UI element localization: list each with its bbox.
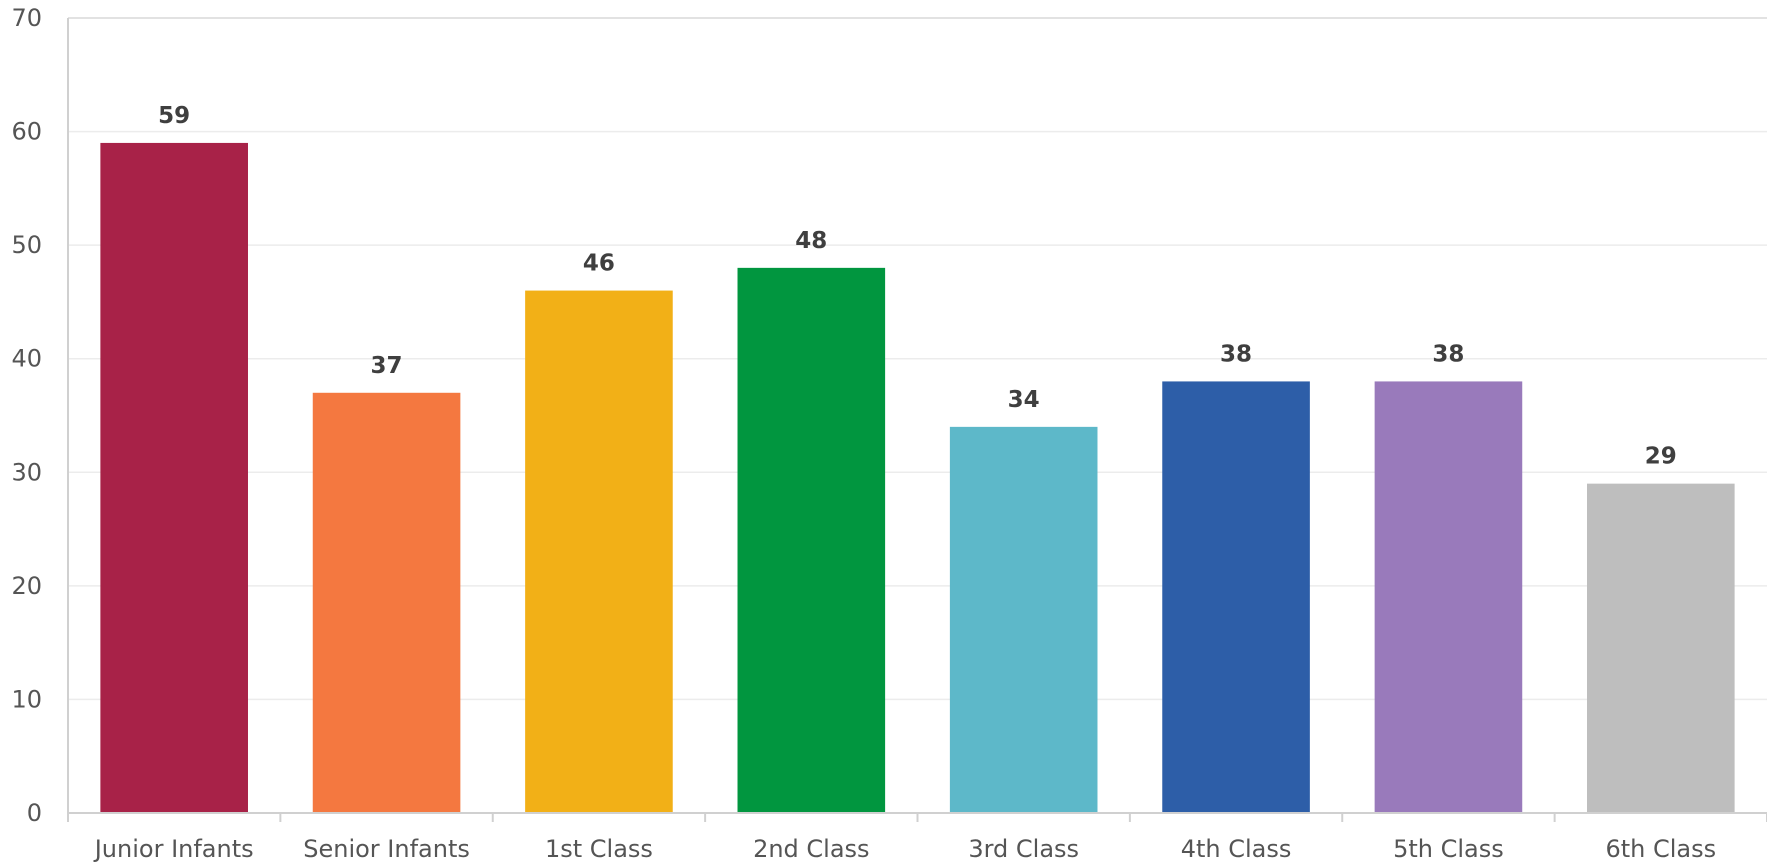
category-label: 6th Class xyxy=(1605,835,1716,862)
y-tick-label: 10 xyxy=(11,685,42,713)
bar xyxy=(100,142,248,812)
y-tick-label: 0 xyxy=(27,799,42,827)
bar xyxy=(312,392,461,812)
category-label: Junior Infants xyxy=(93,835,254,862)
data-label: 48 xyxy=(795,228,827,254)
bars xyxy=(100,142,1735,813)
data-label: 38 xyxy=(1220,341,1252,367)
category-label: 2nd Class xyxy=(753,835,869,862)
bar xyxy=(525,290,673,813)
data-label: 37 xyxy=(371,353,403,379)
data-label: 46 xyxy=(583,251,615,277)
category-label: Senior Infants xyxy=(303,835,470,862)
data-label: 59 xyxy=(158,103,190,129)
x-axis-categories: Junior Infants Senior Infants 1st Class 2nd… xyxy=(93,835,1716,862)
data-label: 38 xyxy=(1432,341,1464,367)
y-tick-label: 20 xyxy=(11,572,42,600)
category-label: 1st Class xyxy=(545,835,653,862)
y-tick-label: 50 xyxy=(11,231,42,259)
data-labels: 59 37 46 48 34 38 38 29 xyxy=(158,103,1677,470)
y-tick-label: 70 xyxy=(11,4,42,32)
data-label: 29 xyxy=(1645,444,1677,470)
y-axis-ticks: 0 10 20 30 40 50 60 70 xyxy=(11,4,42,827)
category-label: 3rd Class xyxy=(968,835,1079,862)
category-label: 4th Class xyxy=(1181,835,1292,862)
y-tick-label: 60 xyxy=(11,118,42,146)
bar xyxy=(1374,381,1523,812)
bar xyxy=(949,426,1098,812)
bar xyxy=(1162,381,1310,812)
y-tick-label: 40 xyxy=(11,345,42,373)
axes xyxy=(67,18,1767,822)
category-label: 5th Class xyxy=(1393,835,1504,862)
y-tick-label: 30 xyxy=(11,458,42,486)
data-label: 34 xyxy=(1008,387,1040,413)
bar xyxy=(1587,483,1735,812)
bar xyxy=(737,267,886,812)
